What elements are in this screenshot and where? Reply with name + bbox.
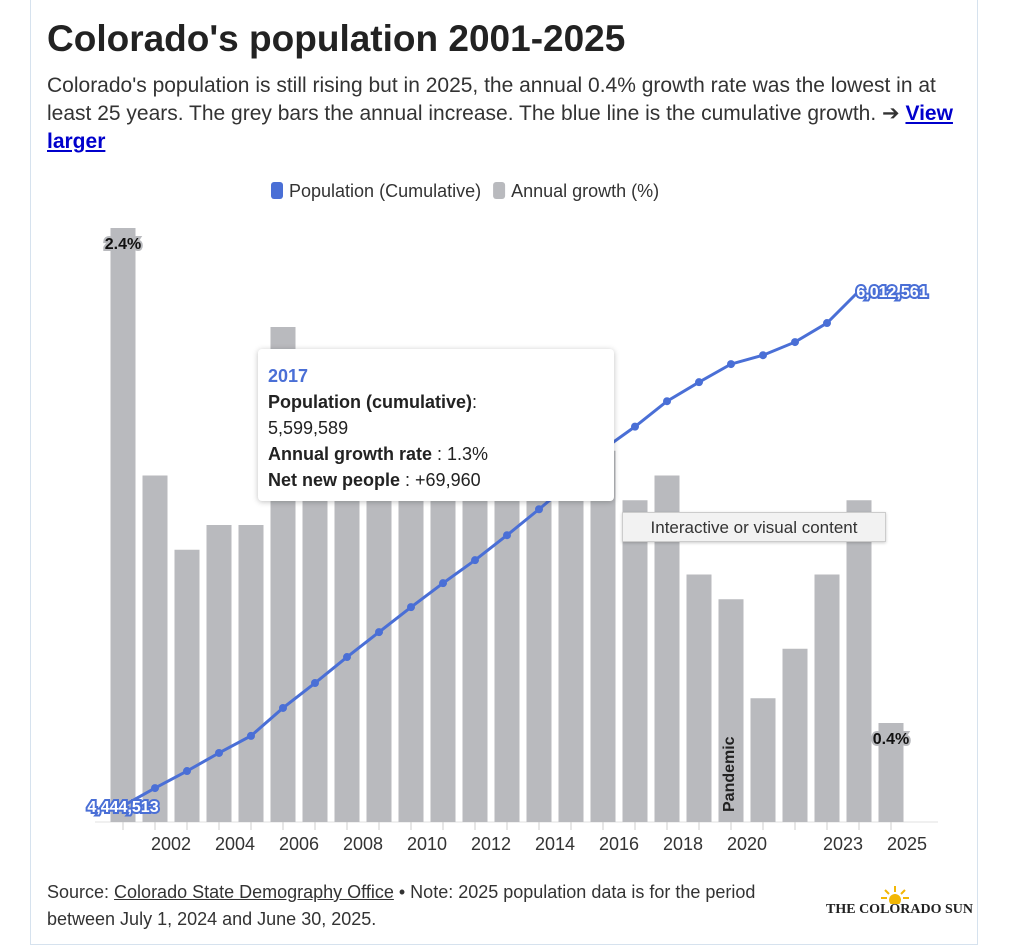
point [855, 287, 863, 295]
tooltip-value: : +69,960 [400, 470, 481, 490]
annotation: Pandemic [721, 736, 738, 812]
bar [846, 500, 872, 822]
x-tick-label: 2002 [151, 834, 191, 854]
x-tick-label: 2014 [535, 834, 575, 854]
legend-swatch [493, 182, 506, 199]
bar [238, 525, 264, 822]
legend-label: Annual growth (%) [511, 181, 659, 201]
x-tick-label: 2006 [279, 834, 319, 854]
point [759, 351, 767, 360]
x-tick-label: 2008 [343, 834, 383, 854]
point [311, 679, 319, 688]
source-link[interactable]: Colorado State Demography Office [114, 882, 394, 902]
tooltip-line: Annual growth rate : 1.3% [268, 441, 604, 467]
point [663, 397, 671, 406]
overlay-label: Interactive or visual content [622, 512, 886, 542]
tooltip: 2017 Population (cumulative): 5,599,589 … [258, 349, 614, 501]
tooltip-value: : 1.3% [437, 444, 489, 464]
footer: Source: Colorado State Demography Office… [47, 879, 807, 933]
bar [142, 475, 168, 822]
tooltip-label: Annual growth rate [268, 444, 433, 464]
bar [750, 698, 776, 822]
subtitle-text: Colorado's population is still rising bu… [47, 74, 936, 125]
point [151, 784, 159, 793]
point [407, 603, 415, 612]
point [727, 360, 735, 369]
x-tick-label: 2025 [887, 834, 927, 854]
bar [782, 648, 808, 822]
point [695, 378, 703, 387]
point [183, 767, 191, 776]
x-tick-label: 2004 [215, 834, 255, 854]
point [535, 505, 543, 514]
bar [430, 475, 456, 822]
point [791, 338, 799, 347]
x-tick-label: 2020 [727, 834, 767, 854]
tooltip-line: Population (cumulative): [268, 389, 604, 415]
line-label: 6,012,561 [856, 284, 927, 301]
tooltip-value: 5,599,589 [268, 418, 349, 438]
point [823, 319, 831, 328]
bar [462, 450, 488, 822]
frame [30, 0, 978, 945]
source-prefix: Source: [47, 882, 115, 902]
tooltip-line: Net new people : +69,960 [268, 467, 604, 493]
bar [110, 228, 136, 822]
title: Colorado's population 2001-2025 [47, 18, 626, 59]
legend-swatch [271, 182, 283, 199]
bar [814, 574, 840, 822]
tooltip-title: 2017 [268, 366, 309, 386]
logo-sun [881, 886, 909, 904]
x-tick-label: 2018 [663, 834, 703, 854]
subtitle: Colorado's population is still rising bu… [47, 72, 977, 156]
line-label: 4,444,513 [87, 799, 158, 816]
bar [718, 599, 744, 822]
x-tick-label: 2023 [823, 834, 863, 854]
x-tick-label: 2010 [407, 834, 447, 854]
point [215, 748, 223, 757]
point [503, 531, 511, 540]
x-tick-label: 2016 [599, 834, 639, 854]
point [119, 802, 127, 810]
tooltip-label: Net new people [268, 470, 401, 490]
logo: THE COLORADO SUN [826, 902, 974, 917]
bar [174, 549, 200, 822]
bar-label: 0.4% [873, 731, 909, 748]
x-tick-label: 2012 [471, 834, 511, 854]
view-larger-link[interactable]: View larger [47, 102, 953, 153]
bar [494, 450, 520, 822]
bar [878, 723, 904, 822]
tooltip-sep: : [472, 392, 478, 412]
note: • Note: 2025 population data is for the … [47, 882, 756, 929]
point [247, 731, 255, 740]
point [343, 653, 351, 662]
tooltip-label: Population (cumulative) [268, 392, 473, 412]
point [439, 579, 447, 588]
line [122, 289, 861, 808]
point [375, 628, 383, 637]
bar [590, 450, 616, 822]
bar [398, 450, 424, 822]
point [471, 556, 479, 565]
bar [206, 525, 232, 822]
bar-label: 2.4% [105, 236, 141, 253]
legend-label: Population (Cumulative) [289, 181, 481, 201]
point [279, 703, 287, 712]
point [631, 422, 639, 431]
bar [622, 500, 648, 822]
bar [686, 574, 712, 822]
